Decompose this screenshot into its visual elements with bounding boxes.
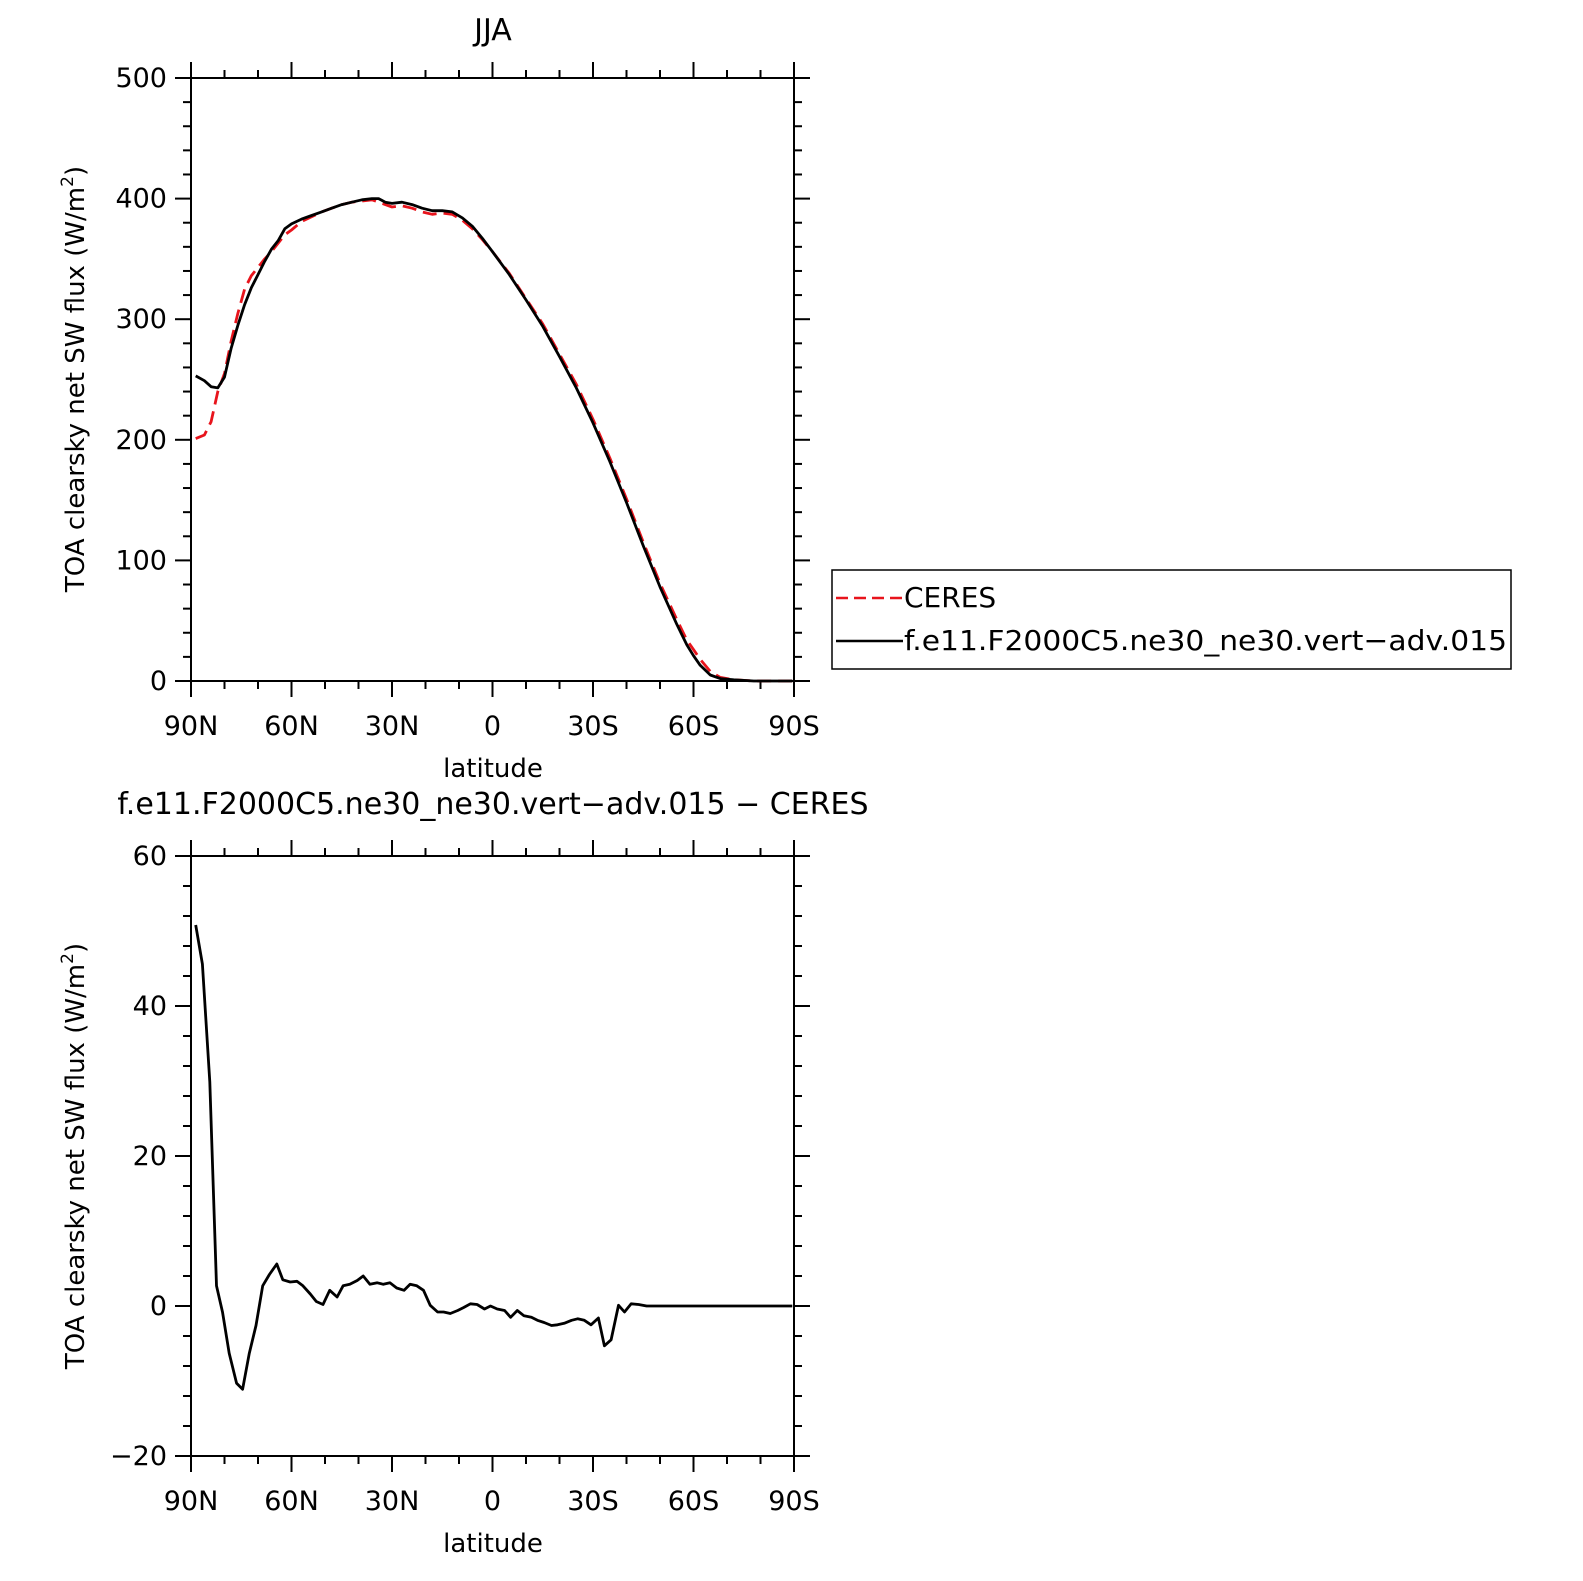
top-chart-xtick-label: 60S — [668, 711, 720, 742]
bottom-chart-xtick-label: 90N — [164, 1486, 219, 1517]
bottom-chart-xtick-label: 90S — [768, 1486, 820, 1517]
top-chart-xlabel: latitude — [443, 754, 543, 784]
bottom-chart-series-line-0 — [194, 924, 793, 1391]
bottom-chart-title: f.e11.F2000C5.ne30_ne30.vert−adv.015 − C… — [117, 787, 868, 822]
top-chart-ticks: 0 100 200 300 400 500 90N 60N 30N 0 30S 60S 90S — [115, 62, 820, 742]
top-chart-xtick-label: 30N — [365, 711, 420, 742]
bottom-chart: f.e11.F2000C5.ne30_ne30.vert−adv.015 − C… — [58, 787, 869, 1559]
top-chart-ytick-label: 200 — [115, 425, 167, 456]
bottom-chart-xtick-label: 30S — [567, 1486, 619, 1517]
top-chart-xtick-label: 0 — [484, 711, 501, 742]
bottom-chart-ytick-label: −20 — [110, 1441, 167, 1472]
top-chart-ytick-label: 0 — [150, 666, 167, 697]
top-chart-xtick-label: 30S — [567, 711, 619, 742]
bottom-chart-ytick-label: 60 — [133, 841, 167, 872]
bottom-chart-frame — [190, 855, 795, 1457]
top-chart-xtick-label: 90N — [164, 711, 219, 742]
bottom-chart-ytick-label: 0 — [150, 1291, 167, 1322]
legend-box — [831, 569, 1512, 670]
top-chart-ytick-label: 400 — [115, 184, 167, 215]
top-chart-title: JJA — [472, 13, 512, 48]
bottom-chart-xlabel: latitude — [443, 1529, 543, 1559]
top-chart-series — [195, 197, 793, 683]
top-chart-ytick-label: 500 — [115, 63, 167, 94]
legend: CERES f.e11.F2000C5.ne30_ne30.vert−adv.0… — [831, 569, 1512, 670]
bottom-chart-ytick-label: 20 — [133, 1141, 167, 1172]
top-chart-ytick-label: 300 — [115, 304, 167, 335]
bottom-chart-xtick-label: 30N — [365, 1486, 420, 1517]
legend-label-ceres: CERES — [904, 581, 996, 614]
top-chart-series-line-0 — [195, 198, 793, 683]
top-chart-xtick-label: 90S — [768, 711, 820, 742]
legend-label-model: f.e11.F2000C5.ne30_ne30.vert−adv.015 — [904, 624, 1507, 657]
bottom-chart-xtick-label: 0 — [484, 1486, 501, 1517]
bottom-chart-ylabel: TOA clearsky net SW flux (W/m2) — [58, 943, 91, 1370]
top-chart-xtick-label: 60N — [264, 711, 319, 742]
top-chart-series-line-1 — [195, 197, 793, 683]
top-chart-frame — [190, 77, 795, 682]
top-chart-ylabel: TOA clearsky net SW flux (W/m2) — [58, 166, 91, 593]
bottom-chart-ticks: −20 0 20 40 60 90N 60N 30N 0 30S 60S 90S — [110, 840, 820, 1517]
bottom-chart-xtick-label: 60S — [668, 1486, 720, 1517]
bottom-chart-xtick-label: 60N — [264, 1486, 319, 1517]
top-chart-ytick-label: 100 — [115, 545, 167, 576]
bottom-chart-ytick-label: 40 — [133, 991, 167, 1022]
bottom-chart-series — [194, 924, 793, 1391]
